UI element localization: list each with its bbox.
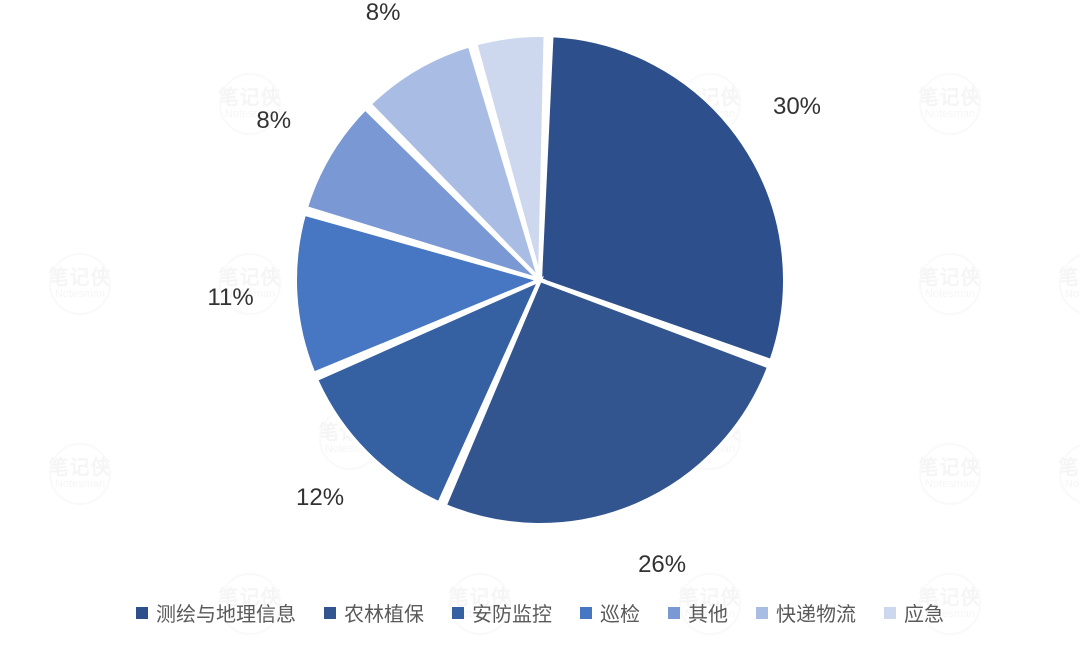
legend-swatch bbox=[324, 607, 336, 619]
legend-swatch bbox=[452, 607, 464, 619]
legend: 测绘与地理信息 农林植保 安防监控 巡检 其他 快递物流 应急 bbox=[0, 598, 1080, 627]
slice-label: 12% bbox=[296, 484, 344, 512]
legend-item: 巡检 bbox=[580, 598, 640, 627]
legend-item: 农林植保 bbox=[324, 598, 424, 627]
legend-swatch bbox=[668, 607, 680, 619]
legend-item: 快递物流 bbox=[756, 598, 856, 627]
legend-item: 其他 bbox=[668, 598, 728, 627]
legend-item: 测绘与地理信息 bbox=[136, 598, 296, 627]
legend-label: 快递物流 bbox=[776, 598, 856, 627]
legend-swatch bbox=[756, 607, 768, 619]
legend-item: 应急 bbox=[884, 598, 944, 627]
legend-swatch bbox=[136, 607, 148, 619]
pie-chart bbox=[0, 0, 1080, 649]
pie-chart-container: 笔记侠Notesman笔记侠Notesman笔记侠Notesman笔记侠Note… bbox=[0, 0, 1080, 649]
legend-label: 农林植保 bbox=[344, 598, 424, 627]
slice-label: 30% bbox=[773, 93, 821, 121]
legend-label: 测绘与地理信息 bbox=[156, 598, 296, 627]
legend-label: 安防监控 bbox=[472, 598, 552, 627]
legend-item: 安防监控 bbox=[452, 598, 552, 627]
legend-swatch bbox=[580, 607, 592, 619]
legend-label: 巡检 bbox=[600, 598, 640, 627]
legend-swatch bbox=[884, 607, 896, 619]
legend-label: 其他 bbox=[688, 598, 728, 627]
slice-label: 26% bbox=[638, 551, 686, 579]
slice-label: 8% bbox=[256, 107, 291, 135]
legend-label: 应急 bbox=[904, 598, 944, 627]
slice-label: 11% bbox=[207, 284, 253, 312]
slice-label: 8% bbox=[366, 0, 401, 27]
